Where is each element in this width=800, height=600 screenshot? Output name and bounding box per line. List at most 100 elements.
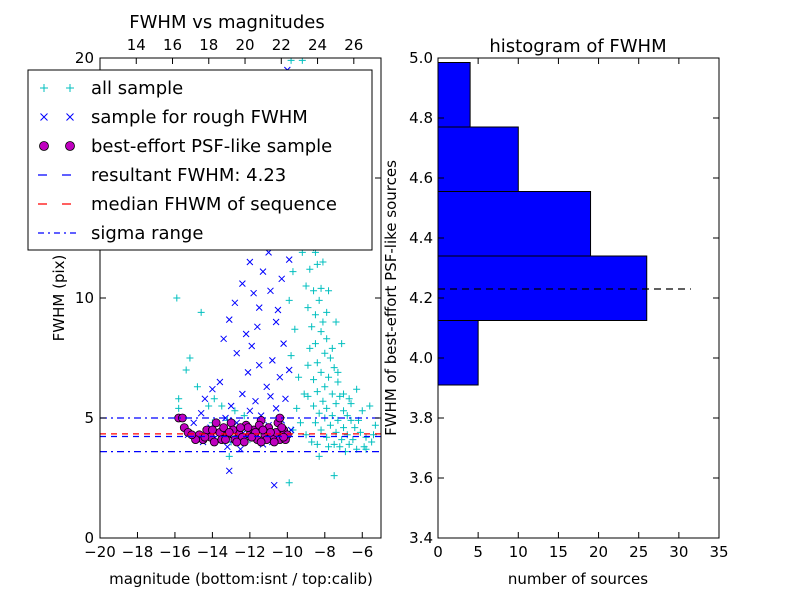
histogram-x-ticks: 0 5 10 15 20 25 30 35 <box>433 58 729 561</box>
all-sample-point <box>334 368 342 376</box>
scatter-legend: all sample sample for rough FWHM best-effo… <box>27 69 373 251</box>
rough-sample-point <box>272 405 280 412</box>
all-sample-point <box>306 265 314 273</box>
x-tick-label: −20 <box>84 543 116 561</box>
all-sample-point <box>285 296 293 304</box>
histogram-bar <box>437 62 471 128</box>
rough-sample-point <box>246 258 254 266</box>
x-tick-label: −14 <box>197 543 229 561</box>
legend-x-marker <box>66 113 74 121</box>
all-sample-point <box>328 390 336 398</box>
all-sample-point <box>197 308 205 316</box>
scatter-title: FWHM vs magnitudes <box>129 12 324 33</box>
all-sample-point <box>366 402 374 410</box>
rough-sample-point <box>267 393 274 400</box>
all-sample-point <box>240 412 248 420</box>
rough-sample-point <box>233 349 241 357</box>
all-sample-point <box>313 359 321 367</box>
rough-sample-point <box>244 369 252 376</box>
all-sample-point <box>368 438 376 446</box>
all-sample-point <box>304 304 312 312</box>
y-tick-label: 5 <box>84 409 94 427</box>
legend-label: sample for rough FWHM <box>91 107 308 128</box>
all-sample-point <box>340 424 348 432</box>
all-sample-point <box>332 400 340 408</box>
hist-x-tick-label: 5 <box>473 543 483 561</box>
hist-y-tick-label: 3.6 <box>409 469 433 487</box>
legend-entry: sigma range <box>38 223 203 244</box>
best-effort-point <box>269 437 279 447</box>
all-sample-point <box>308 323 316 331</box>
best-effort-point <box>211 418 221 428</box>
all-sample-point <box>311 311 319 319</box>
all-sample-point <box>358 407 366 415</box>
hist-y-tick-label: 3.8 <box>409 409 433 427</box>
legend-x-marker <box>40 113 48 121</box>
hist-y-tick-label: 5.0 <box>409 49 433 67</box>
all-sample-point <box>313 260 321 268</box>
rough-sample-point <box>209 385 216 393</box>
rough-sample-point <box>278 275 286 283</box>
best-effort-point <box>224 427 234 437</box>
all-sample-point <box>317 328 325 336</box>
all-sample-point <box>193 383 201 391</box>
hist-x-tick-label: 10 <box>509 543 528 561</box>
all-sample-point <box>291 325 299 333</box>
rough-sample-point <box>272 318 280 326</box>
hist-x-tick-label: 0 <box>433 543 443 561</box>
x-tick-label: −16 <box>159 543 191 561</box>
all-sample-point <box>285 479 293 487</box>
y-tick-label: 10 <box>75 289 94 307</box>
x-tick-label: −18 <box>122 543 154 561</box>
rough-sample-point <box>285 366 293 374</box>
all-sample-point <box>304 361 312 369</box>
histogram-x-axis-label: number of sources <box>508 570 648 588</box>
rough-sample-point <box>239 280 246 287</box>
best-effort-point <box>279 432 288 442</box>
rough-sample-point <box>216 378 224 386</box>
histogram-bar <box>437 255 648 321</box>
rough-sample-point <box>248 342 256 350</box>
all-sample-point <box>310 402 318 410</box>
all-sample-point <box>326 354 334 362</box>
all-sample-point <box>315 452 323 460</box>
rough-sample-point <box>259 268 267 275</box>
legend-circle-marker <box>65 141 75 151</box>
best-effort-point <box>207 425 217 435</box>
best-effort-point <box>258 425 268 435</box>
all-sample-point <box>317 284 325 292</box>
legend-label: best-effort PSF-like sample <box>91 136 332 157</box>
rough-sample-point <box>225 316 233 323</box>
best-effort-point <box>209 437 219 447</box>
all-sample-point <box>210 395 218 403</box>
all-sample-point <box>302 431 310 439</box>
all-sample-point <box>319 318 327 326</box>
histogram-bar <box>437 126 519 192</box>
all-sample-point <box>340 390 348 398</box>
rough-sample-point <box>252 397 259 405</box>
all-sample-point <box>325 443 333 451</box>
all-sample-point <box>323 433 331 441</box>
all-sample-point <box>296 419 304 427</box>
top-tick-label: 24 <box>308 36 327 54</box>
legend-plus-marker <box>40 84 48 92</box>
all-sample-point <box>310 376 318 384</box>
all-sample-point <box>347 416 355 424</box>
hist-x-tick-label: 25 <box>629 543 648 561</box>
rough-sample-point <box>254 323 261 331</box>
top-tick-label: 20 <box>235 36 254 54</box>
rough-sample-point <box>197 409 205 417</box>
all-sample-point <box>295 373 303 381</box>
rough-sample-point <box>282 395 289 403</box>
all-sample-point <box>345 395 353 403</box>
legend-label: sigma range <box>91 223 203 244</box>
hist-y-tick-label: 4.6 <box>409 169 433 187</box>
all-sample-point <box>362 433 370 441</box>
all-sample-point <box>338 436 346 444</box>
all-sample-point <box>319 397 327 405</box>
all-sample-point <box>311 340 319 348</box>
hist-y-tick-label: 4.2 <box>409 289 433 307</box>
all-sample-point <box>351 424 359 432</box>
top-tick-label: 16 <box>163 36 182 54</box>
